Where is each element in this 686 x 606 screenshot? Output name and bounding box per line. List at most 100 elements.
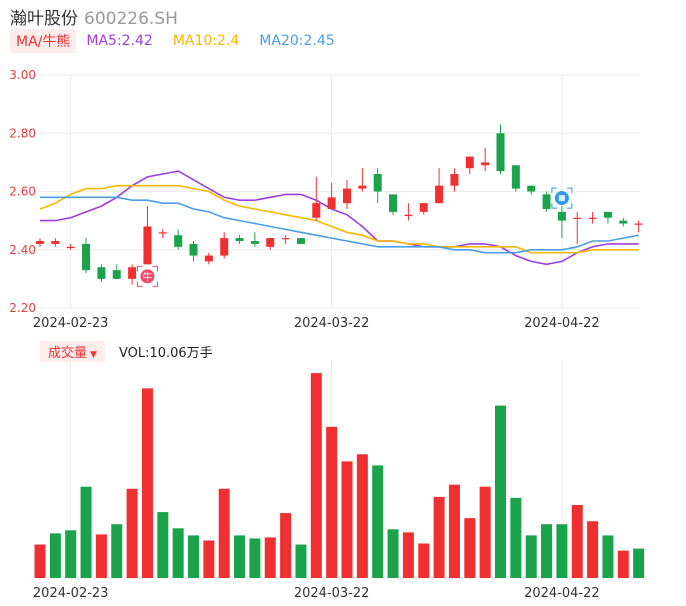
ma-line-ma5 [40,170,639,266]
y-tick-label: 2.20 [9,301,36,315]
candle-body [389,194,398,212]
candle-body [112,270,121,279]
volume-bar [218,488,230,578]
stock-name: 瀚叶股份 [10,9,78,29]
ma10-label: MA10:2.4 [172,33,240,49]
volume-bar [356,454,368,578]
volume-bar [126,488,138,578]
candle-body [496,133,505,172]
volume-value: VOL:10.06万手 [118,345,213,361]
volume-bar [188,535,199,578]
y-tick-label: 2.60 [9,185,36,199]
candle-body [511,165,520,189]
volume-indicator-label: 成交量 [48,345,88,361]
volume-bar [80,486,92,578]
volume-bar [510,497,522,578]
x-tick-label: 2024-02-23 [33,316,109,331]
candle-body [619,220,628,224]
dropdown-arrow-icon: ▼ [90,349,97,360]
volume-bar [448,484,460,578]
candle-body [450,174,459,186]
stock-title: 瀚叶股份 600226.SH [10,4,178,29]
y-tick-label: 2.40 [9,243,36,257]
volume-bar [341,461,353,578]
volume-bar [295,544,307,578]
candle-body [36,241,44,244]
volume-bar [387,529,399,578]
volume-bar [203,540,215,578]
candle-body [312,203,321,218]
candle-body [573,217,582,219]
x-tick-label: 2024-03-22 [294,586,370,601]
volume-bar [372,465,384,578]
ma-legend: MA/牛熊 MA5:2.42 MA10:2.4 MA20:2.45 [10,29,355,53]
ma5-label: MA5:2.42 [86,33,153,49]
candle-body [266,238,275,247]
candle-body [158,232,167,234]
volume-bar [141,388,153,578]
candle-body [220,238,229,256]
ma-line-ma20 [40,196,639,254]
candle-body [343,188,351,204]
candle-body [51,241,60,244]
candle-body [634,223,643,225]
volume-bar [249,538,261,578]
candle-body [174,235,183,247]
candle-body [588,217,597,219]
bull-signal-label: 牛 [142,270,152,283]
bear-signal-glyph [558,195,565,202]
ma-mode-selector[interactable]: MA/牛熊 [10,29,77,53]
volume-bar [525,535,537,578]
x-tick-label: 2024-04-22 [524,316,600,331]
candle-body [97,267,106,279]
candle-body [204,255,213,262]
candle-body [250,241,259,244]
volume-bar [310,373,322,578]
volume-legend: 成交量 ▼ VOL:10.06万手 [40,340,213,362]
volume-bar [234,535,246,578]
volume-bar [34,544,46,578]
volume-bar [633,548,645,578]
candle-body [419,203,428,212]
candle-body [481,162,490,166]
candle-body [557,211,566,221]
x-tick-label: 2024-02-23 [33,586,109,601]
bear-signal-frame [551,187,573,209]
stock-code: 600226.SH [84,9,178,29]
x-tick-label: 2024-04-22 [524,586,600,601]
volume-bar [571,504,583,578]
ma-line-ma10 [39,184,639,254]
volume-bar [602,535,614,578]
candle-body [603,211,612,218]
volume-bar [402,532,414,578]
candle-body [296,238,305,244]
volume-bar [479,486,491,578]
volume-bar [95,534,107,578]
volume-bar [433,496,445,578]
volume-bar [157,512,169,578]
candle-body [281,238,290,240]
y-tick-label: 2.80 [9,126,36,140]
candle-body [542,194,551,209]
candle-body [128,267,137,279]
candle-body [235,238,244,242]
volume-bar [541,524,553,578]
candle-body [189,243,198,256]
volume-bar [111,524,123,578]
candle-body [435,185,444,204]
candle-body [527,185,536,192]
volume-bar [65,530,77,578]
volume-bar [280,513,292,578]
candle-body [82,243,91,271]
volume-bar [49,533,61,578]
candle-body [465,156,474,169]
bull-signal-icon[interactable] [140,269,155,284]
volume-indicator-selector[interactable]: 成交量 ▼ [40,340,105,362]
candle-body [358,185,367,189]
bull-signal-frame [136,265,158,287]
candle-body [373,174,382,192]
candle-body [143,226,152,265]
candle-body [327,197,336,209]
candle-body [66,246,75,249]
